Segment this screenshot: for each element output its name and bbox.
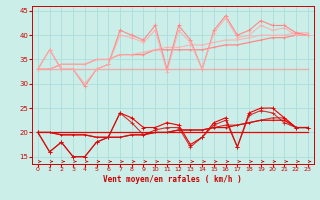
X-axis label: Vent moyen/en rafales ( km/h ): Vent moyen/en rafales ( km/h ) xyxy=(103,175,242,184)
